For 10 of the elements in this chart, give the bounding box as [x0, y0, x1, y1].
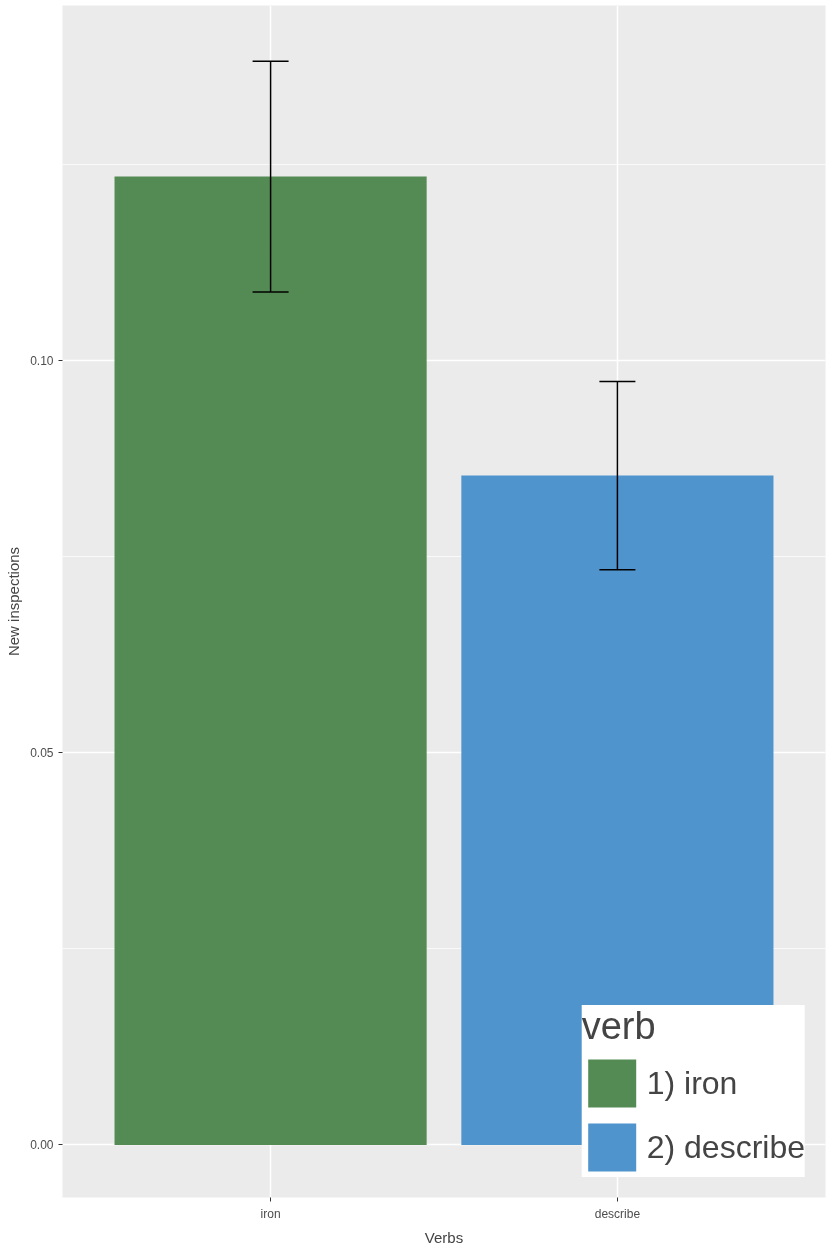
x-axis-title: Verbs	[424, 1228, 464, 1246]
y-axis-title: New inspections	[5, 546, 23, 657]
legend-label: 2) describe	[646, 1127, 805, 1167]
x-tick-label: iron	[260, 1206, 281, 1221]
x-tick-label: describe	[594, 1206, 641, 1221]
y-tick-label: 0.00	[30, 1138, 54, 1153]
legend-label: 1) iron	[646, 1063, 738, 1103]
y-tick-label: 0.10	[30, 353, 54, 368]
legend-title: verb	[581, 1005, 657, 1048]
y-tick-label: 0.05	[30, 746, 54, 761]
